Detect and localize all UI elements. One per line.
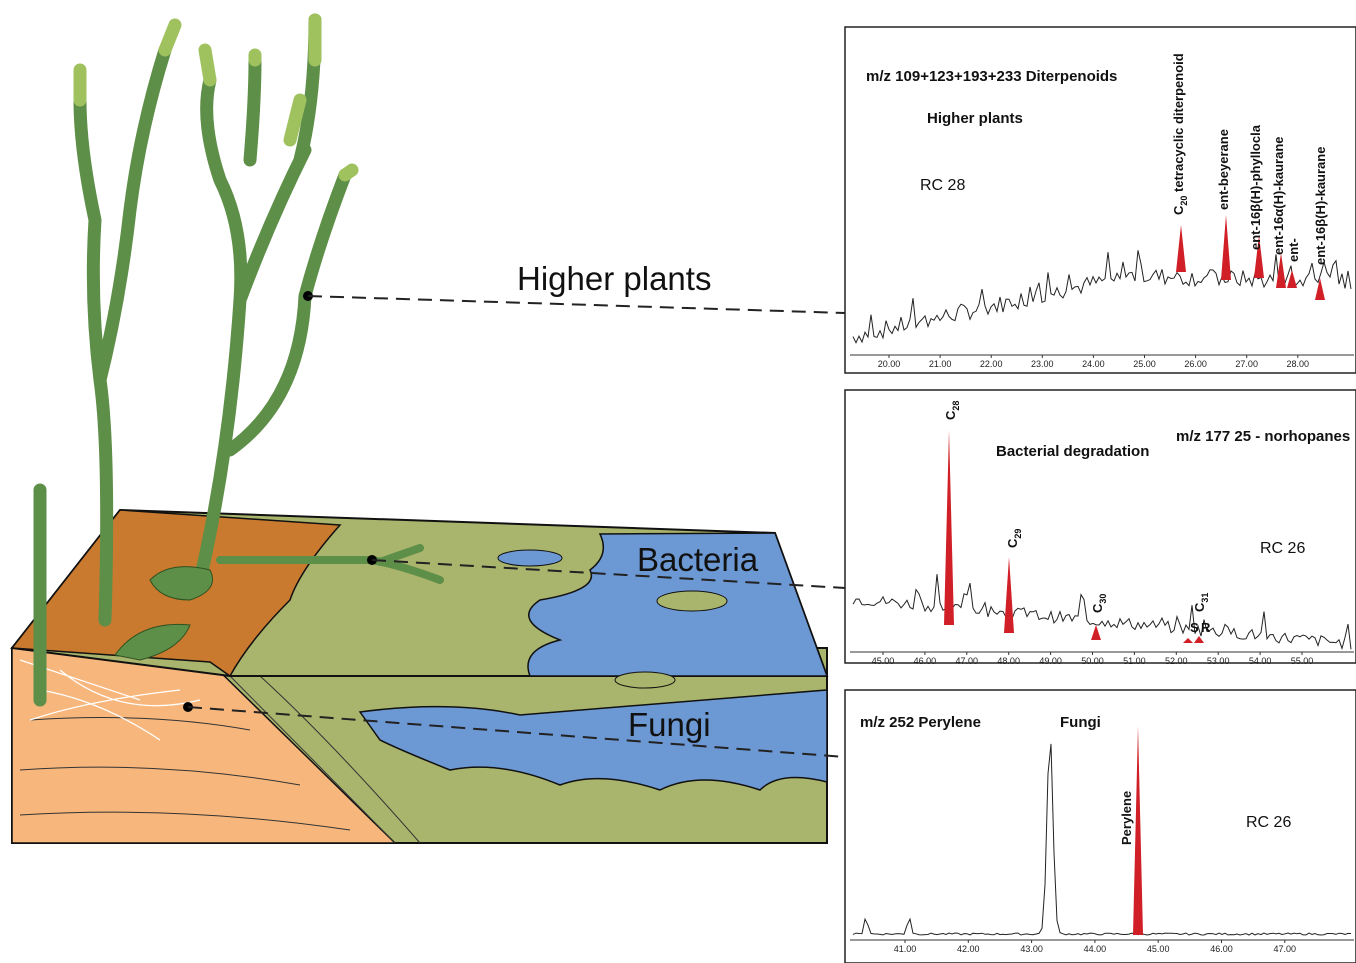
peak-label-rest: tetracyclic diterpenoid: [1171, 53, 1186, 195]
peak-label-sub: 20: [1179, 196, 1189, 206]
panel-sample: RC 26: [1246, 814, 1291, 831]
panel-title: m/z 252 Perylene: [860, 714, 981, 731]
tick-label: 25.00: [1133, 359, 1156, 369]
peak-label: S: [1190, 620, 1199, 635]
tick-label: 46.00: [1210, 944, 1233, 954]
peak-label-sub: 29: [1013, 529, 1023, 539]
tick-label: 48.00: [997, 656, 1020, 666]
island: [615, 672, 675, 688]
tick-label: 41.00: [894, 944, 917, 954]
panel-source: Fungi: [1060, 714, 1101, 731]
tick-label: 47.00: [956, 656, 979, 666]
label: Higher plants: [517, 260, 711, 297]
tick-label: 43.00: [1020, 944, 1043, 954]
tick-label: 50.00: [1081, 656, 1104, 666]
peak-label-sub: 28: [951, 401, 961, 411]
tick-label: 53.00: [1207, 656, 1230, 666]
peak-label: ent-16β(H)-phyllocla: [1248, 124, 1263, 250]
peak-label-sub: 30: [1098, 594, 1108, 604]
panel-title: m/z 177 25 - norhopanes: [1176, 428, 1350, 445]
tick-label: 45.00: [872, 656, 895, 666]
panel-sample: RC 28: [920, 177, 965, 194]
peak-label: ent-beyerane: [1216, 129, 1231, 210]
tick-label: 20.00: [878, 359, 901, 369]
tick-label: 27.00: [1235, 359, 1258, 369]
chromatogram-panel: 20.00 21.00 22.00 23.00 24.00 25.00 26.00 27.00…: [845, 27, 1356, 373]
chromatogram-panel: 41.00 42.00 43.00 44.00 45.00 46.00 47.00 m/z 2…: [845, 690, 1356, 963]
chromatogram-panel: 45.00 46.00 47.00 48.00 49.00 50.00 51.00 52.00…: [845, 390, 1356, 666]
label: Fungi: [628, 706, 711, 743]
peak-label: ent-: [1286, 238, 1301, 262]
label: Bacteria: [637, 541, 759, 578]
peak-label: R: [1201, 620, 1211, 635]
tick-label: 47.00: [1274, 944, 1297, 954]
tick-label: 44.00: [1084, 944, 1107, 954]
island: [657, 591, 727, 611]
tick-label: 26.00: [1184, 359, 1207, 369]
tick-label: 54.00: [1249, 656, 1272, 666]
panel-sample: RC 26: [1260, 540, 1305, 557]
tick-label: 28.00: [1287, 359, 1310, 369]
tick-label: 22.00: [980, 359, 1003, 369]
peak-label: ent-16α(H)-kaurane: [1271, 136, 1286, 255]
peak-label: ent-16β(H)-kaurane: [1313, 147, 1328, 265]
tick-label: 55.00: [1291, 656, 1314, 666]
page: Higher plants Bacteria Fungi 20.0021.002…: [0, 0, 1356, 963]
tick-label: 23.00: [1031, 359, 1054, 369]
tick-label: 45.00: [1147, 944, 1170, 954]
tick-label: 51.00: [1123, 656, 1146, 666]
tick-label: 52.00: [1165, 656, 1188, 666]
pond: [498, 550, 562, 566]
block-diagram: Higher plants Bacteria Fungi: [12, 20, 845, 843]
panel-title: m/z 109+123+193+233 Diterpenoids: [866, 68, 1117, 85]
tick-label: 49.00: [1039, 656, 1062, 666]
tick-label: 24.00: [1082, 359, 1105, 369]
peak-label: Perylene: [1119, 791, 1134, 845]
tick-label: 21.00: [929, 359, 952, 369]
figure: Higher plants Bacteria Fungi 20.0021.002…: [0, 0, 1356, 963]
tick-label: 46.00: [914, 656, 937, 666]
peak-label-sub: 31: [1200, 593, 1210, 603]
panel-source: Bacterial degradation: [996, 443, 1149, 460]
panel-source: Higher plants: [927, 110, 1023, 127]
tick-label: 42.00: [957, 944, 980, 954]
